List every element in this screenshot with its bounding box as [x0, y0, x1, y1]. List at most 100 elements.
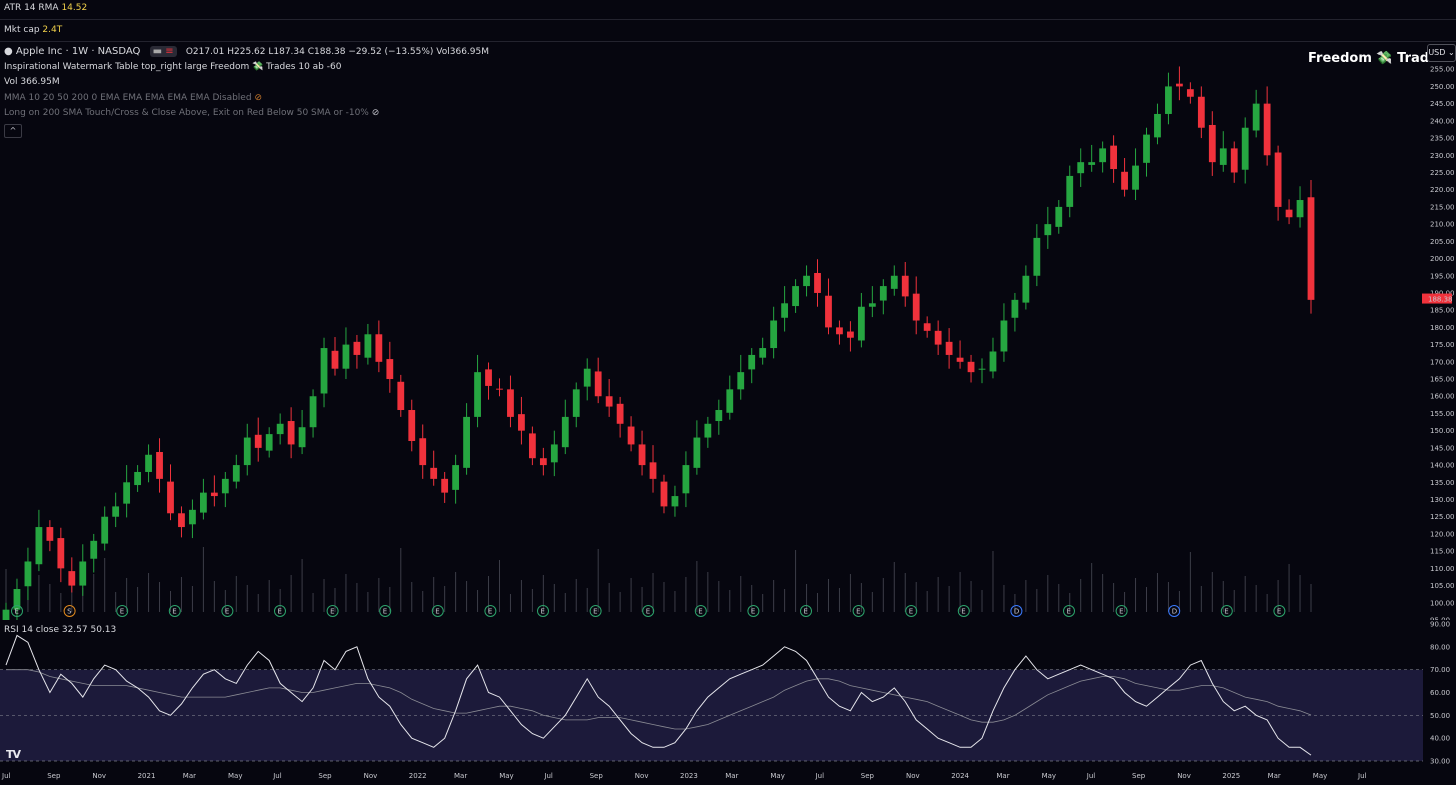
- hidden-eye-icon[interactable]: ⊘: [254, 93, 262, 103]
- volume-bar: [1277, 580, 1279, 612]
- candle-body: [847, 331, 854, 338]
- candle-body: [912, 293, 920, 321]
- event-marker: [274, 605, 286, 617]
- y-tick-label: 135.00: [1430, 479, 1455, 487]
- volume-bar: [301, 559, 303, 612]
- y-tick-label: 240.00: [1430, 117, 1455, 125]
- candle-body: [660, 481, 668, 507]
- volume-bar: [1288, 564, 1290, 612]
- y-tick-label: 235.00: [1430, 135, 1455, 143]
- currency-select[interactable]: USD ⌄: [1427, 44, 1456, 62]
- candle-body: [539, 458, 547, 466]
- event-marker-label: E: [541, 608, 545, 616]
- candle-body: [803, 275, 810, 287]
- candle-body: [167, 481, 174, 514]
- y-tick-label: 150.00: [1430, 427, 1455, 435]
- volume-bar: [1014, 594, 1016, 612]
- event-marker: [11, 605, 23, 617]
- volume-bar: [1069, 593, 1071, 612]
- y-tick-label: 160.00: [1430, 393, 1455, 401]
- candle-body: [1296, 200, 1304, 218]
- candle-body: [342, 344, 350, 369]
- rsi-chart[interactable]: 30.00 40.00 50.00 60.00 70.00 80.00 90.00 Jul Se…: [0, 620, 1456, 785]
- candle-body: [671, 496, 679, 507]
- candle-body: [989, 351, 997, 372]
- rsi-tick-label: 70.00: [1430, 666, 1450, 674]
- candle-body: [792, 286, 799, 307]
- event-marker: [747, 605, 760, 617]
- candle-body: [298, 427, 306, 448]
- y-tick-label: 250.00: [1430, 83, 1455, 91]
- event-marker: [905, 605, 918, 617]
- event-marker: [1273, 605, 1286, 617]
- candle-body: [265, 434, 273, 451]
- volume-bar: [367, 592, 369, 612]
- volume-bar: [597, 549, 599, 612]
- x-tick-label: Nov: [635, 772, 649, 780]
- event-marker-label: E: [225, 608, 229, 616]
- strategy-indicator[interactable]: Long on 200 SMA Touch/Cross & Close Abov…: [4, 108, 379, 118]
- volume-bar: [137, 587, 139, 612]
- collapse-legend-button[interactable]: ^: [4, 124, 22, 138]
- volume-bar: [817, 593, 819, 612]
- candle-body: [1066, 175, 1074, 207]
- event-marker: [957, 605, 970, 617]
- candle-body: [1208, 124, 1216, 163]
- volume-bar: [773, 580, 775, 612]
- x-tick-label: Nov: [364, 772, 378, 780]
- volume-bar: [1113, 583, 1115, 612]
- y-tick-label: 130.00: [1430, 496, 1455, 504]
- rsi-legend[interactable]: RSI 14 close 32.57 50.13: [4, 625, 116, 635]
- candle-body: [1307, 197, 1315, 300]
- freedom-trades-watermark: Freedom 💸 Trades: [1308, 51, 1446, 66]
- volume-bar: [115, 592, 117, 612]
- candle-body: [978, 368, 986, 370]
- candle-body: [408, 410, 416, 441]
- volume-bar: [159, 582, 161, 612]
- volume-bar: [455, 572, 457, 612]
- atr-indicator[interactable]: ATR 14 RMA 14.52: [4, 3, 87, 13]
- volume-bar: [740, 576, 742, 612]
- symbol-header[interactable]: ● Apple Inc · 1W · NASDAQ ▬ ≡ O217.01 H2…: [4, 46, 489, 57]
- mma-indicator[interactable]: MMA 10 20 50 200 0 EMA EMA EMA EMA EMA D…: [4, 93, 262, 103]
- event-marker-label: E: [383, 608, 387, 616]
- candle-body: [649, 462, 657, 479]
- tradingview-logo[interactable]: TV: [6, 748, 21, 761]
- volume-bar: [345, 574, 347, 612]
- event-marker: [379, 605, 392, 617]
- hidden-eye-icon[interactable]: ⊘: [371, 108, 380, 118]
- candle-body: [857, 306, 865, 341]
- event-marker: [484, 605, 497, 617]
- mktcap-indicator[interactable]: Mkt cap 2.4T: [4, 25, 62, 35]
- candle-body: [463, 416, 470, 468]
- x-tick-label: Jul: [1357, 772, 1367, 780]
- volume-bar: [268, 580, 270, 612]
- event-marker: [800, 605, 812, 617]
- price-chart[interactable]: 95.00 100.00 105.00 110.00 115.00 120.00 125.0…: [0, 42, 1456, 620]
- event-marker-label: E: [278, 608, 282, 616]
- watermark-table-indicator[interactable]: Inspirational Watermark Table top_right …: [4, 62, 342, 72]
- candle-body: [46, 527, 54, 541]
- y-tick-label: 255.00: [1430, 66, 1455, 74]
- candle-body: [1011, 299, 1019, 318]
- y-tick-label: 185.00: [1430, 307, 1455, 315]
- candle-body: [726, 389, 734, 413]
- volume-bar: [970, 581, 972, 612]
- event-marker-label: E: [698, 608, 702, 616]
- watermark-left: Freedom: [1308, 51, 1372, 66]
- candle-body: [199, 492, 207, 513]
- y-tick-label: 105.00: [1430, 582, 1455, 590]
- candle-body: [331, 350, 339, 369]
- volume-bar: [422, 591, 424, 612]
- volume-bar: [356, 583, 358, 612]
- x-tick-label: Sep: [1132, 772, 1146, 780]
- candle-body: [287, 421, 295, 445]
- candle-body: [485, 369, 492, 386]
- flag-icon[interactable]: ▬ ≡: [149, 46, 177, 57]
- volume-indicator[interactable]: Vol 366.95M: [4, 77, 60, 87]
- candle-body: [572, 389, 580, 417]
- y-tick-label: 155.00: [1430, 410, 1455, 418]
- symbol-title[interactable]: Apple Inc · 1W · NASDAQ: [15, 46, 141, 57]
- volume-bar: [751, 585, 753, 612]
- volume-bar: [860, 583, 862, 612]
